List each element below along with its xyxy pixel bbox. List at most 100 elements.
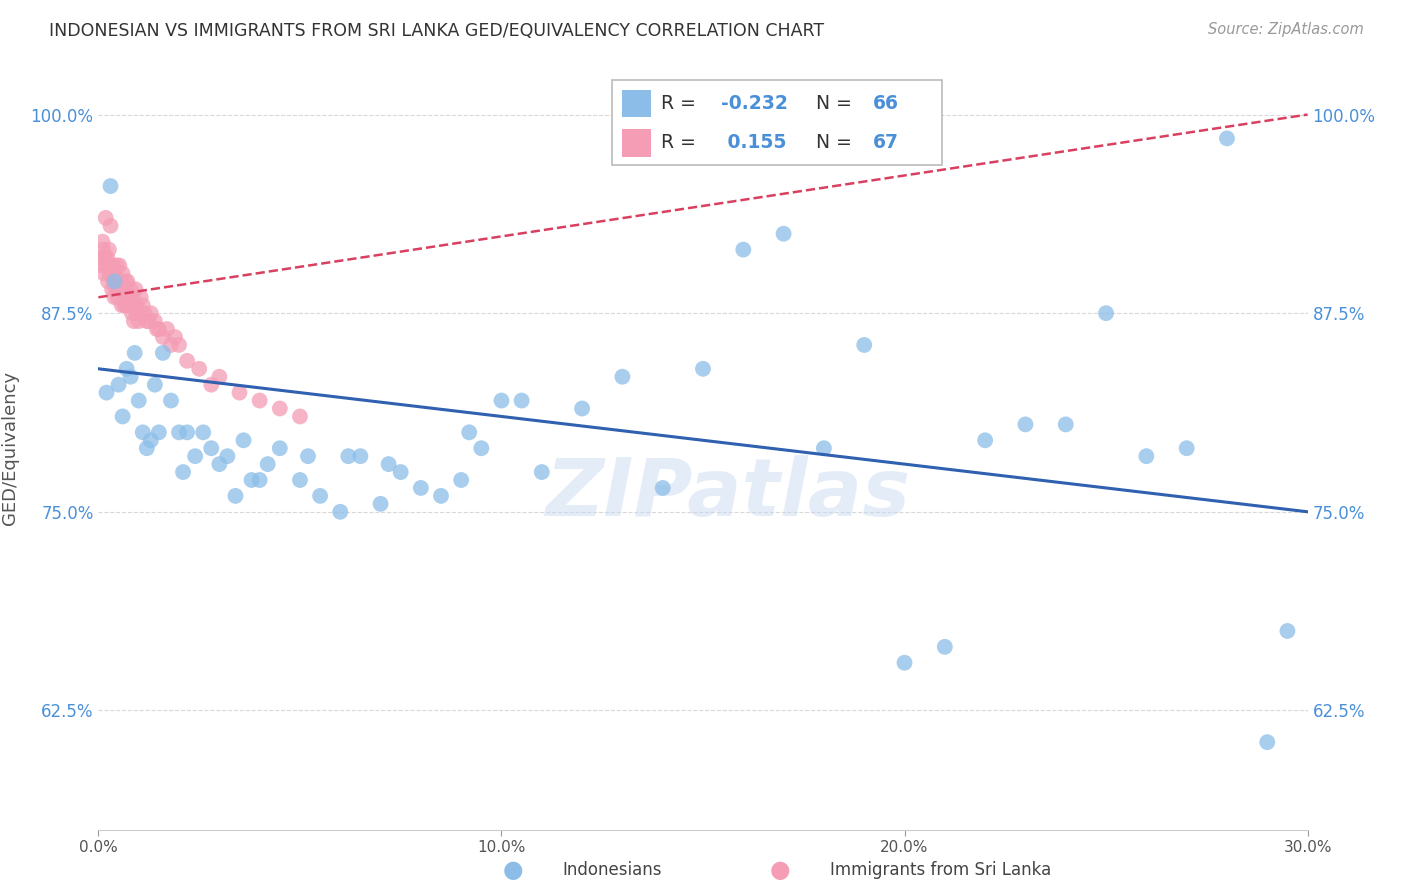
Point [458, 425, 481, 440]
Point [269, 442, 291, 455]
Point [571, 401, 593, 416]
Point [217, 449, 239, 463]
Text: R =: R = [661, 133, 696, 152]
Text: -0.232: -0.232 [721, 94, 787, 112]
Text: INDONESIAN VS IMMIGRANTS FROM SRI LANKA GED/EQUIVALENCY CORRELATION CHART: INDONESIAN VS IMMIGRANTS FROM SRI LANKA … [49, 22, 824, 40]
Point [172, 465, 194, 479]
Point [470, 442, 492, 455]
Point [160, 393, 183, 408]
Point [772, 227, 794, 241]
Point [200, 377, 222, 392]
Point [309, 489, 332, 503]
Point [112, 282, 135, 296]
Text: N =: N = [817, 133, 852, 152]
Point [105, 259, 128, 273]
Point [430, 489, 453, 503]
Point [692, 361, 714, 376]
Point [96, 251, 118, 265]
Point [128, 314, 150, 328]
Point [152, 346, 174, 360]
Point [117, 274, 139, 288]
Point [813, 442, 835, 455]
Text: ●: ● [770, 858, 790, 881]
Point [193, 425, 215, 440]
Point [115, 361, 138, 376]
Point [97, 243, 120, 257]
Point [530, 465, 553, 479]
Text: R =: R = [661, 94, 696, 112]
Point [124, 346, 146, 360]
Point [132, 298, 155, 312]
Point [733, 243, 755, 257]
Point [1095, 306, 1118, 320]
Y-axis label: GED/Equivalency: GED/Equivalency [1, 371, 20, 525]
Point [1135, 449, 1157, 463]
Bar [621, 89, 651, 117]
Point [1014, 417, 1036, 432]
Point [96, 259, 118, 273]
Point [91, 235, 114, 249]
Point [114, 298, 136, 312]
Point [122, 314, 145, 328]
Point [853, 338, 876, 352]
Point [114, 274, 136, 288]
Point [651, 481, 673, 495]
Point [100, 267, 122, 281]
Point [117, 298, 139, 312]
Text: ●: ● [503, 858, 523, 881]
Point [249, 393, 271, 408]
Point [107, 377, 129, 392]
Text: N =: N = [817, 94, 852, 112]
Point [111, 298, 134, 312]
Point [167, 338, 190, 352]
Point [148, 425, 170, 440]
Point [121, 290, 143, 304]
Point [256, 457, 278, 471]
Point [200, 442, 222, 455]
Text: Immigrants from Sri Lanka: Immigrants from Sri Lanka [830, 861, 1050, 879]
Point [143, 377, 166, 392]
Point [94, 251, 117, 265]
Point [107, 290, 129, 304]
Text: Indonesians: Indonesians [562, 861, 662, 879]
Point [143, 314, 166, 328]
Point [450, 473, 472, 487]
Point [120, 282, 142, 296]
Point [1175, 442, 1198, 455]
Point [90, 259, 112, 273]
Point [132, 425, 155, 440]
Point [148, 322, 170, 336]
Point [125, 298, 148, 312]
Point [491, 393, 513, 408]
Point [124, 282, 146, 296]
Text: 0.155: 0.155 [721, 133, 786, 152]
Point [409, 481, 432, 495]
Point [129, 290, 152, 304]
Text: 66: 66 [873, 94, 898, 112]
Point [135, 442, 157, 455]
Point [134, 306, 156, 320]
Point [101, 259, 124, 273]
Point [111, 409, 134, 424]
Point [107, 282, 129, 296]
Point [89, 251, 111, 265]
Point [104, 267, 127, 281]
Point [349, 449, 371, 463]
Text: Source: ZipAtlas.com: Source: ZipAtlas.com [1208, 22, 1364, 37]
Point [510, 393, 533, 408]
Point [329, 505, 352, 519]
Point [110, 282, 132, 296]
Point [208, 457, 231, 471]
Point [612, 369, 634, 384]
Point [1216, 131, 1239, 145]
Point [98, 267, 121, 281]
Point [100, 179, 122, 194]
Point [139, 434, 162, 448]
Point [128, 393, 150, 408]
Point [1277, 624, 1299, 638]
Point [93, 267, 115, 281]
Point [337, 449, 360, 463]
Point [1054, 417, 1077, 432]
Point [138, 314, 160, 328]
Point [249, 473, 271, 487]
